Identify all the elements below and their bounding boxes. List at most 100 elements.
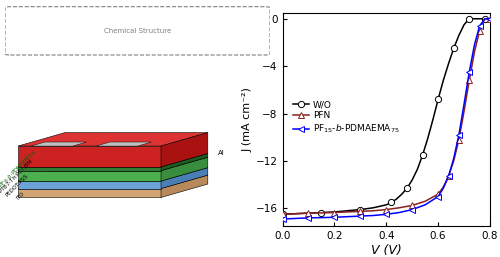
PFN [318,211,324,214]
PFN [440,186,446,189]
PFN [472,50,478,53]
W/O [344,209,350,212]
W/O [461,23,467,26]
Polygon shape [18,171,161,181]
Y-axis label: J (mA cm⁻²): J (mA cm⁻²) [243,87,253,152]
W/O [280,213,285,216]
Polygon shape [161,153,208,171]
PF$_{15}$-$b$-PDMAEMA$_{75}$ [332,216,338,219]
PFN [292,212,298,215]
Polygon shape [18,157,208,171]
W/O [466,17,472,20]
PF$_{15}$-$b$-PDMAEMA$_{75}$ [446,175,452,178]
W/O [306,212,312,215]
PFN [306,212,312,215]
Text: Al: Al [218,150,225,156]
PF$_{15}$-$b$-PDMAEMA$_{75}$ [435,195,441,198]
Polygon shape [18,168,208,181]
PFN [476,29,482,32]
PF$_{15}$-$b$-PDMAEMA$_{75}$ [280,217,285,221]
W/O [399,193,405,196]
W/O [409,178,415,181]
Line: PFN: PFN [280,16,493,217]
Polygon shape [161,168,208,189]
PFN [450,159,456,162]
PFN [358,210,364,213]
Text: Chemical Structure: Chemical Structure [104,28,171,34]
PF$_{15}$-$b$-PDMAEMA$_{75}$ [358,215,364,218]
PFN [409,204,415,207]
Legend: W/O, PFN, PF$_{15}$-$b$-PDMAEMA$_{75}$: W/O, PFN, PF$_{15}$-$b$-PDMAEMA$_{75}$ [291,98,402,137]
PFN [446,175,452,178]
PF$_{15}$-$b$-PDMAEMA$_{75}$ [472,43,478,47]
PFN [280,213,285,216]
PFN [482,17,488,20]
Polygon shape [18,181,161,189]
Polygon shape [18,153,208,167]
W/O [476,17,482,20]
Polygon shape [161,133,208,167]
PF$_{15}$-$b$-PDMAEMA$_{75}$ [409,208,415,211]
PF$_{15}$-$b$-PDMAEMA$_{75}$ [487,17,493,20]
Text: PEDOT:PSS: PEDOT:PSS [5,173,29,198]
PF$_{15}$-$b$-PDMAEMA$_{75}$ [306,216,312,219]
Polygon shape [18,175,208,189]
W/O [440,79,446,82]
Polygon shape [161,157,208,181]
FancyBboxPatch shape [5,7,270,55]
PF$_{15}$-$b$-PDMAEMA$_{75}$ [476,24,482,27]
PFN [466,79,472,82]
PF$_{15}$-$b$-PDMAEMA$_{75}$ [292,217,298,220]
PF$_{15}$-$b$-PDMAEMA$_{75}$ [440,187,446,190]
PFN [422,200,428,203]
Polygon shape [18,167,161,171]
Text: ITO: ITO [16,190,26,200]
Line: W/O: W/O [280,16,493,217]
Text: PTB7-Th:PC$_{71}$BM: PTB7-Th:PC$_{71}$BM [0,156,36,196]
W/O [435,98,441,101]
W/O [370,206,376,209]
Polygon shape [161,175,208,197]
PF$_{15}$-$b$-PDMAEMA$_{75}$ [450,157,456,160]
W/O [292,212,298,215]
W/O [332,210,338,214]
Polygon shape [31,142,86,146]
PFN [487,17,493,20]
PF$_{15}$-$b$-PDMAEMA$_{75}$ [344,215,350,218]
PF$_{15}$-$b$-PDMAEMA$_{75}$ [383,213,389,216]
W/O [425,137,431,140]
W/O [414,168,420,171]
W/O [450,47,456,50]
W/O [472,17,478,20]
W/O [420,153,426,157]
PFN [461,110,467,113]
PFN [332,211,338,214]
Text: PF$_{15}$-$b$-PDMAEMA$_{75}$: PF$_{15}$-$b$-PDMAEMA$_{75}$ [0,148,40,190]
PF$_{15}$-$b$-PDMAEMA$_{75}$ [461,103,467,106]
PFN [435,193,441,196]
Polygon shape [18,189,161,197]
PF$_{15}$-$b$-PDMAEMA$_{75}$ [422,203,428,206]
W/O [487,17,493,20]
Line: PF$_{15}$-$b$-PDMAEMA$_{75}$: PF$_{15}$-$b$-PDMAEMA$_{75}$ [280,16,493,222]
W/O [388,201,394,204]
PFN [383,208,389,211]
PFN [396,206,402,209]
PFN [456,138,462,141]
W/O [430,118,436,121]
PF$_{15}$-$b$-PDMAEMA$_{75}$ [396,211,402,214]
PF$_{15}$-$b$-PDMAEMA$_{75}$ [466,71,472,74]
W/O [394,197,400,200]
W/O [456,34,462,37]
X-axis label: V (V): V (V) [371,244,402,257]
PF$_{15}$-$b$-PDMAEMA$_{75}$ [318,216,324,219]
PF$_{15}$-$b$-PDMAEMA$_{75}$ [456,133,462,136]
W/O [404,187,410,190]
Polygon shape [18,133,208,146]
Polygon shape [18,146,161,167]
PF$_{15}$-$b$-PDMAEMA$_{75}$ [482,17,488,20]
W/O [482,17,488,20]
W/O [383,203,389,206]
PFN [344,210,350,214]
W/O [358,208,364,211]
